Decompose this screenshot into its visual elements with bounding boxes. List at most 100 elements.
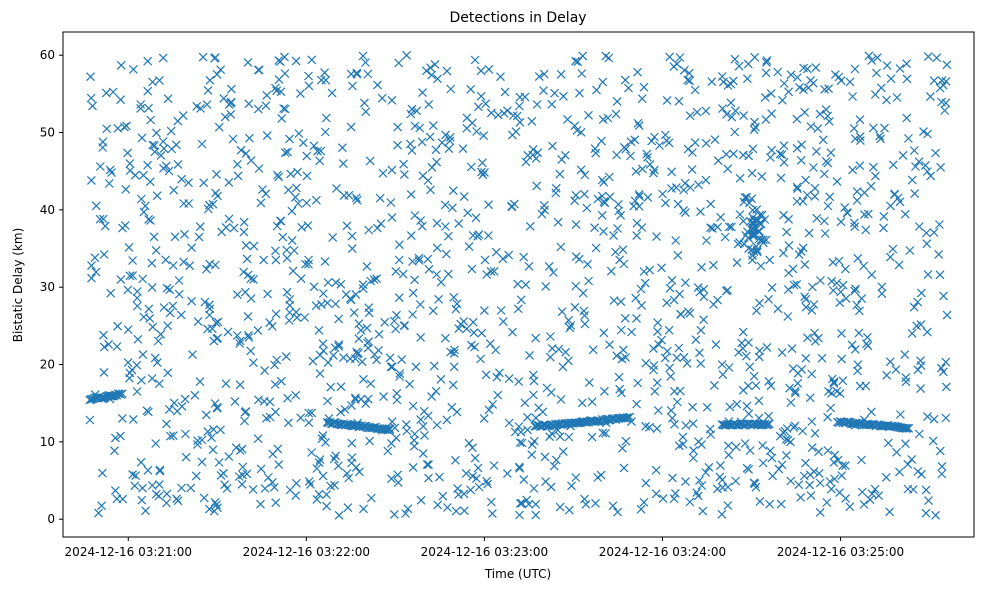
- detection-point: [130, 481, 140, 491]
- detection-point: [331, 278, 341, 288]
- detection-point: [443, 269, 453, 279]
- detection-point: [591, 148, 601, 158]
- detection-point: [865, 495, 875, 505]
- detection-point: [639, 497, 649, 507]
- detection-point: [922, 327, 932, 337]
- detection-point: [514, 377, 524, 387]
- detection-point: [432, 270, 442, 279]
- detection-point: [287, 206, 297, 216]
- detection-point: [419, 406, 429, 416]
- detection-point: [207, 324, 217, 334]
- detection-point: [835, 298, 845, 308]
- detection-point: [786, 398, 796, 407]
- detection-point: [316, 300, 326, 310]
- detection-point: [459, 192, 469, 202]
- detection-point: [128, 64, 138, 74]
- detection-point: [809, 467, 819, 477]
- detection-point: [241, 149, 251, 159]
- detection-point: [669, 62, 679, 72]
- detection-point: [243, 330, 253, 340]
- detection-point: [383, 446, 393, 456]
- detection-point: [676, 310, 686, 319]
- detection-point: [852, 196, 862, 205]
- detection-point: [792, 279, 802, 289]
- detection-point: [645, 159, 655, 169]
- detection-point: [284, 316, 294, 325]
- detection-point: [649, 361, 659, 370]
- detection-point: [334, 314, 344, 324]
- detection-point: [601, 428, 611, 438]
- detection-point: [556, 395, 566, 404]
- detection-point: [916, 361, 926, 370]
- detection-point: [321, 75, 331, 85]
- detection-point: [695, 476, 704, 485]
- detection-point: [673, 250, 683, 260]
- detection-point: [322, 490, 331, 500]
- detection-point: [660, 353, 670, 363]
- detection-point: [919, 127, 928, 137]
- detection-point: [765, 153, 775, 162]
- detection-point: [258, 185, 267, 194]
- detection-point: [756, 261, 766, 271]
- detection-point: [212, 500, 221, 510]
- detection-point: [352, 195, 362, 205]
- detection-point: [226, 84, 236, 94]
- detection-point: [421, 66, 431, 76]
- detection-point: [291, 183, 301, 193]
- detection-point: [652, 378, 662, 388]
- detection-point: [706, 199, 716, 209]
- detection-point: [347, 438, 357, 448]
- detection-point: [533, 148, 543, 158]
- detection-point: [813, 124, 823, 134]
- detection-point: [801, 353, 811, 363]
- detection-point: [304, 418, 314, 428]
- detection-point: [494, 368, 504, 378]
- detection-point: [679, 185, 689, 195]
- detection-point: [212, 69, 222, 79]
- detection-point: [639, 82, 649, 92]
- detection-point: [724, 450, 734, 460]
- detection-point: [198, 52, 208, 62]
- detection-point: [174, 289, 184, 299]
- detection-point: [881, 472, 891, 482]
- detection-point: [775, 149, 785, 159]
- detection-point: [765, 255, 775, 265]
- detection-point: [209, 424, 218, 434]
- detection-point: [243, 311, 253, 321]
- detection-point: [687, 165, 697, 175]
- detection-point: [349, 308, 359, 318]
- detection-point: [440, 222, 450, 231]
- detection-point: [235, 336, 245, 346]
- detection-point: [418, 449, 428, 459]
- detection-point: [233, 171, 243, 181]
- detection-point: [932, 53, 942, 63]
- detection-point: [760, 215, 770, 224]
- detection-point: [610, 247, 620, 257]
- detection-point: [498, 317, 508, 327]
- detection-point: [315, 350, 325, 360]
- detection-point: [895, 410, 905, 419]
- detection-point: [112, 342, 122, 351]
- detection-point: [768, 471, 778, 481]
- detection-point: [539, 86, 548, 96]
- detection-point: [154, 491, 164, 501]
- detection-point: [651, 489, 661, 499]
- detection-point: [445, 136, 455, 146]
- detection-point: [784, 214, 794, 224]
- detection-point: [632, 313, 641, 323]
- detection-point: [416, 415, 426, 425]
- detection-point: [901, 439, 910, 449]
- detection-point: [807, 417, 817, 426]
- detection-point: [666, 371, 676, 381]
- detection-point: [444, 144, 454, 154]
- detection-point: [162, 283, 172, 293]
- detection-point: [511, 127, 521, 137]
- detection-point: [620, 313, 630, 323]
- detection-point: [592, 85, 601, 95]
- detection-point: [535, 422, 545, 432]
- detection-point: [199, 178, 209, 188]
- detection-point: [637, 164, 647, 174]
- detection-point: [165, 431, 175, 441]
- detection-point: [706, 223, 715, 233]
- detection-point: [405, 139, 415, 149]
